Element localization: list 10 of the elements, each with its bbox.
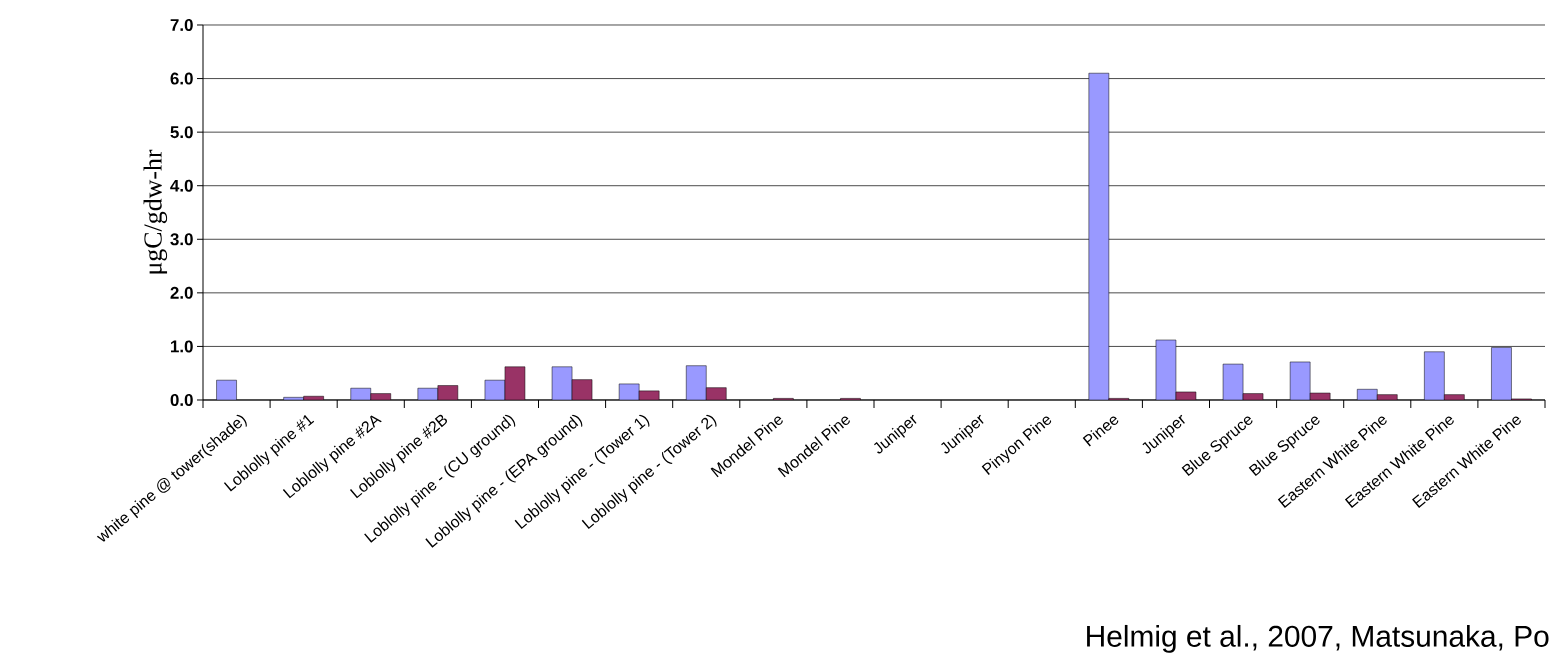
y-tick-label: 4.0 xyxy=(170,179,193,192)
y-tick-label: 3.0 xyxy=(170,233,193,246)
y-tick-label: 1.0 xyxy=(171,340,193,353)
y-tick-label: 2.0 xyxy=(170,286,193,299)
y-axis-title: μgC/gdw-hr xyxy=(143,149,168,274)
y-tick-label: 7.0 xyxy=(170,19,193,31)
y-tick-label: 0.0 xyxy=(170,394,193,406)
y-tick-label: 5.0 xyxy=(170,126,193,139)
y-tick-label: 6.0 xyxy=(170,72,193,85)
text: Helmig et al., 2007, Matsunaka, Po xyxy=(1087,624,1549,653)
